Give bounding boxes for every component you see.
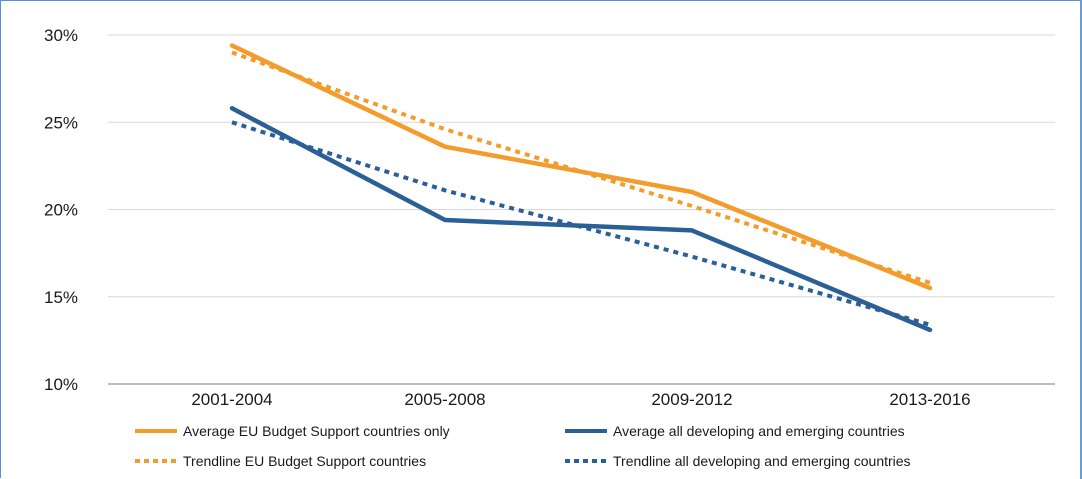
x-tick-label: 2001-2004 [191,390,272,409]
series-lines [229,43,933,333]
y-tick-label: 25% [44,113,78,132]
frame-right-border [1080,0,1082,479]
legend-label: Average all developing and emerging coun… [613,423,905,439]
y-axis-ticks: 30% 25% 20% 15% 10% [44,26,78,394]
legend: Average EU Budget Support countries only… [135,423,911,469]
y-tick-label: 15% [44,288,78,307]
series-line-1 [229,106,933,333]
legend-label: Trendline EU Budget Support countries [183,453,426,469]
x-tick-label: 2013-2016 [889,390,970,409]
legend-label: Trendline all developing and emerging co… [613,453,911,469]
x-axis-ticks: 2001-2004 2005-2008 2009-2012 2013-2016 [191,390,970,409]
trendline-2 [231,50,931,285]
x-tick-label: 2005-2008 [404,390,485,409]
y-tick-label: 30% [44,26,78,45]
series-line-0 [229,43,933,291]
legend-label: Average EU Budget Support countries only [183,423,450,439]
gridlines [108,34,1055,385]
y-tick-label: 10% [44,375,78,394]
x-tick-label: 2009-2012 [651,390,732,409]
y-tick-label: 20% [44,201,78,220]
